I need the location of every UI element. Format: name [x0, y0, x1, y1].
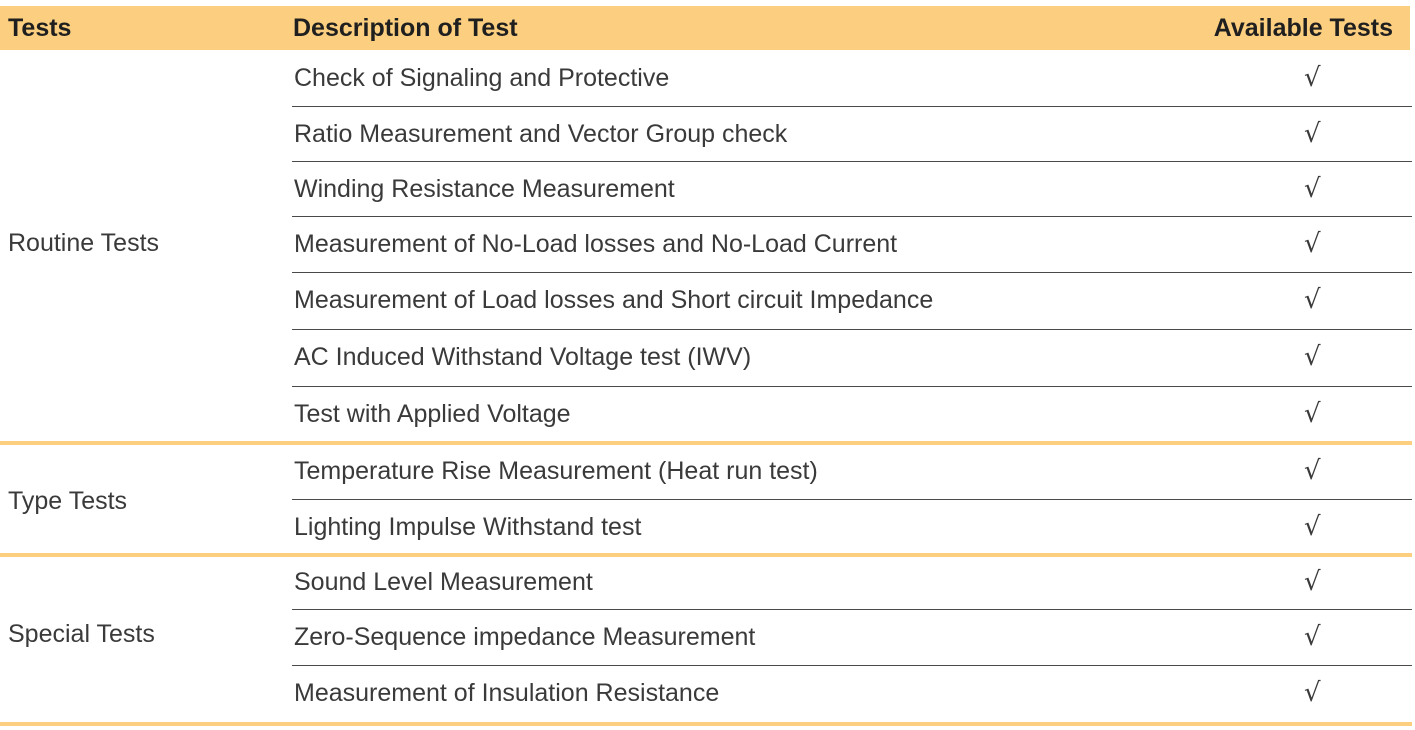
row-description: Winding Resistance Measurement	[294, 175, 675, 203]
check-mark: √	[1304, 119, 1321, 149]
row-description: Measurement of No-Load losses and No-Loa…	[294, 230, 898, 258]
row-divider	[292, 272, 1412, 273]
row-description: Sound Level Measurement	[294, 568, 593, 596]
row-description: Test with Applied Voltage	[294, 400, 571, 428]
table-row: Measurement of No-Load losses and No-Loa…	[292, 216, 1412, 272]
row-divider	[292, 386, 1412, 387]
check-mark: √	[1304, 285, 1321, 315]
row-divider	[292, 216, 1412, 217]
table-row: Lighting Impulse Withstand test √	[292, 499, 1412, 555]
check-mark: √	[1304, 512, 1321, 542]
check-mark: √	[1304, 229, 1321, 259]
row-description: Measurement of Load losses and Short cir…	[294, 286, 934, 314]
check-mark: √	[1304, 174, 1321, 204]
check-mark: √	[1304, 678, 1321, 708]
table-row: Measurement of Load losses and Short cir…	[292, 272, 1412, 328]
group-label-special: Special Tests	[8, 620, 155, 648]
header-tests: Tests	[8, 14, 72, 42]
table-row: Sound Level Measurement √	[292, 554, 1412, 610]
check-mark: √	[1304, 63, 1321, 93]
row-divider	[292, 609, 1412, 610]
row-divider	[292, 106, 1412, 107]
row-description: Temperature Rise Measurement (Heat run t…	[294, 457, 818, 485]
group-divider	[0, 722, 1412, 726]
table-row: Zero-Sequence impedance Measurement √	[292, 609, 1412, 665]
row-description: Lighting Impulse Withstand test	[294, 513, 642, 541]
row-description: AC Induced Withstand Voltage test (IWV)	[294, 343, 752, 371]
group-label-routine: Routine Tests	[8, 229, 160, 257]
header-available: Available Tests	[1213, 14, 1393, 42]
header-description: Description of Test	[293, 14, 518, 42]
table-row: Test with Applied Voltage √	[292, 386, 1412, 442]
row-description: Zero-Sequence impedance Measurement	[294, 623, 756, 651]
table-row: Ratio Measurement and Vector Group check…	[292, 106, 1412, 162]
check-mark: √	[1304, 567, 1321, 597]
row-description: Measurement of Insulation Resistance	[294, 679, 720, 707]
group-divider	[0, 553, 1412, 557]
row-divider	[292, 329, 1412, 330]
table-header: Tests Description of Test Available Test…	[0, 6, 1410, 50]
check-mark: √	[1304, 456, 1321, 486]
table-row: Check of Signaling and Protective √	[292, 50, 1412, 106]
table-row: Measurement of Insulation Resistance √	[292, 665, 1412, 721]
table-row: Winding Resistance Measurement √	[292, 161, 1412, 217]
row-divider	[292, 665, 1412, 666]
check-mark: √	[1304, 342, 1321, 372]
row-divider	[292, 161, 1412, 162]
row-description: Ratio Measurement and Vector Group check	[294, 120, 788, 148]
check-mark: √	[1304, 399, 1321, 429]
row-description: Check of Signaling and Protective	[294, 64, 670, 92]
row-divider	[292, 499, 1412, 500]
group-divider	[0, 441, 1412, 445]
check-mark: √	[1304, 622, 1321, 652]
group-label-type: Type Tests	[8, 487, 128, 515]
table-row: AC Induced Withstand Voltage test (IWV) …	[292, 329, 1412, 385]
table-row: Temperature Rise Measurement (Heat run t…	[292, 443, 1412, 499]
